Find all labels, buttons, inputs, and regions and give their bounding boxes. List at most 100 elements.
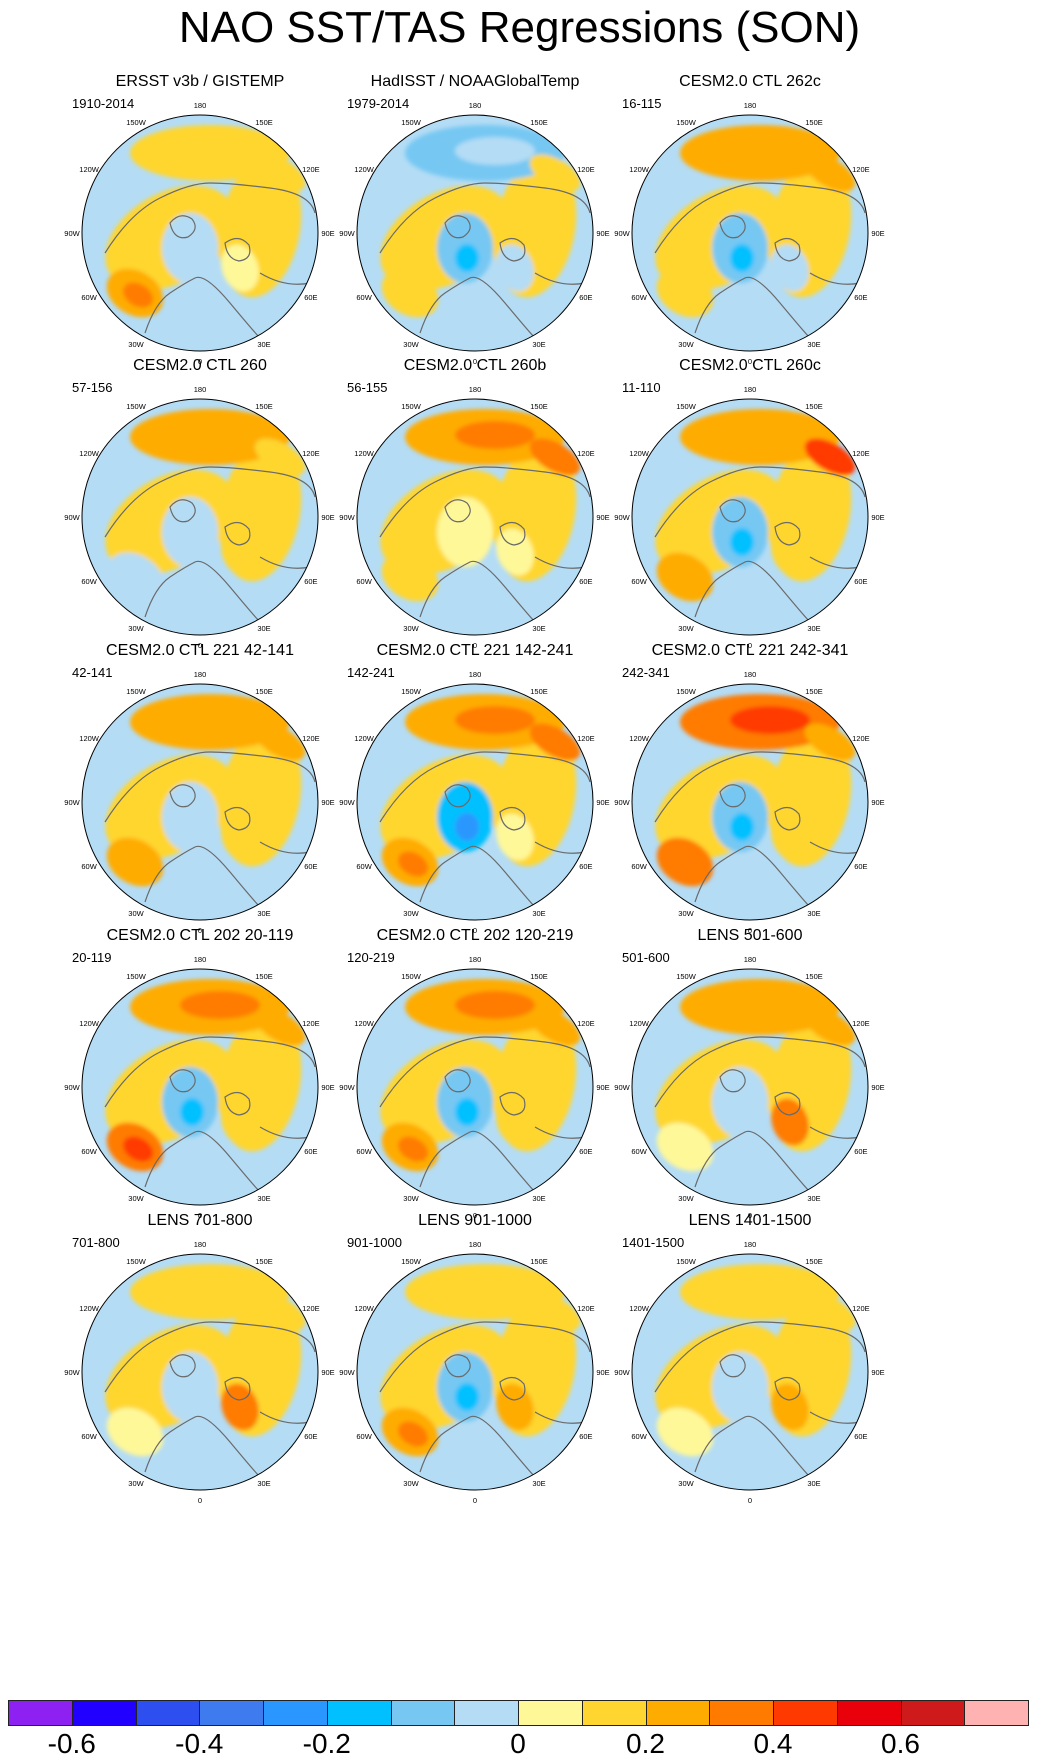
longitude-label: 30E <box>532 909 545 918</box>
coastline <box>104 182 316 254</box>
field-region-siberia <box>254 438 306 476</box>
longitude-label: 90E <box>596 229 609 238</box>
map-panel: CESM2.0 CTL 202 120-219 120-219 180 150E 120… <box>325 926 625 1226</box>
longitude-label: 120E <box>577 1019 595 1028</box>
longitude-label: 0 <box>748 1496 752 1505</box>
coastline <box>169 1069 196 1093</box>
longitude-label: 150E <box>805 687 823 696</box>
longitude-label: 150W <box>401 402 422 411</box>
longitude-label: 120W <box>79 165 100 174</box>
longitude-label: 30W <box>128 624 144 633</box>
panel-period: 120-219 <box>347 950 395 965</box>
colorbar-swatch <box>581 1700 647 1726</box>
map-panel: CESM2.0 CTL 260c 11-110 180 150E 120E 90E 60E 3… <box>600 356 900 656</box>
panel-period: 1401-1500 <box>622 1235 685 1250</box>
map-panel: CESM2.0 CTL 262c 16-115 180 150E 120E 90E 60E 3… <box>600 72 900 372</box>
longitude-label: 180 <box>194 670 207 679</box>
longitude-label: 60W <box>631 1432 647 1441</box>
longitude-label: 150E <box>530 402 548 411</box>
longitude-label: 0 <box>748 641 752 650</box>
panel-period: 701-800 <box>72 1235 120 1250</box>
longitude-label: 180 <box>194 101 207 110</box>
longitude-label: 60E <box>854 1432 867 1441</box>
longitude-label: 150W <box>126 402 147 411</box>
longitude-label: 30E <box>807 909 820 918</box>
colorbar-tick-label: 0 <box>510 1728 526 1759</box>
longitude-label: 90E <box>871 229 884 238</box>
longitude-label: 60W <box>81 1147 97 1156</box>
polar-map: 180 150E 120E 90E 60E 30E 0 30W 60W 90W 120W 150W <box>339 670 609 935</box>
polar-map: 180 150E 120E 90E 60E 30E 0 30W 60W 90W 120W 150W <box>614 955 884 1220</box>
longitude-label: 120E <box>302 165 320 174</box>
field-region-north-pacific <box>130 694 290 750</box>
longitude-label: 60W <box>81 1432 97 1441</box>
coastline <box>169 215 196 239</box>
longitude-label: 30W <box>678 1479 694 1488</box>
longitude-label: 90E <box>321 229 334 238</box>
panel-title: LENS 501-600 <box>697 927 803 944</box>
polar-map: 180 150E 120E 90E 60E 30E 0 30W 60W 90W 120W 150W <box>614 101 884 366</box>
longitude-label: 30W <box>128 1479 144 1488</box>
longitude-label: 150W <box>126 972 147 981</box>
longitude-label: 30W <box>403 624 419 633</box>
longitude-label: 90W <box>614 513 630 522</box>
longitude-label: 30W <box>678 1194 694 1203</box>
coastline <box>379 182 591 254</box>
field-region-siberia <box>529 1008 581 1046</box>
longitude-label: 90E <box>321 1368 334 1377</box>
longitude-label: 60E <box>579 1147 592 1156</box>
coastline <box>224 806 251 831</box>
field-region-arctic-core <box>455 244 479 272</box>
polar-map: 180 150E 120E 90E 60E 30E 0 30W 60W 90W 120W 150W <box>614 385 884 650</box>
field-region-north-pacific <box>680 409 840 465</box>
longitude-label: 120W <box>629 449 650 458</box>
map-panel: LENS 901-1000 901-1000 180 150E 120E 90E 60E 30… <box>325 1211 625 1511</box>
longitude-label: 60W <box>631 862 647 871</box>
coastline <box>499 1091 526 1116</box>
panel-title: CESM2.0 CTL 260c <box>679 357 821 374</box>
coastline <box>444 1354 471 1378</box>
longitude-label: 120W <box>354 1304 375 1313</box>
coastline <box>719 784 746 808</box>
page-title: NAO SST/TAS Regressions (SON) <box>178 3 861 52</box>
map-boundary <box>81 398 319 636</box>
field-region-siberia <box>254 1008 306 1046</box>
longitude-label: 150E <box>530 687 548 696</box>
coastline <box>809 1411 861 1424</box>
longitude-label: 60E <box>304 862 317 871</box>
coastline <box>774 1091 801 1116</box>
field-region-arctic-core <box>455 1098 479 1126</box>
longitude-label: 90W <box>614 798 630 807</box>
longitude-label: 60E <box>854 1147 867 1156</box>
longitude-label: 180 <box>194 385 207 394</box>
longitude-label: 60W <box>356 1147 372 1156</box>
field-region-siberia <box>529 723 581 761</box>
longitude-label: 30E <box>532 340 545 349</box>
coastline <box>144 1415 261 1478</box>
panel-title: LENS 1401-1500 <box>688 1212 812 1229</box>
colorbar-tick-label: -0.4 <box>175 1728 224 1759</box>
longitude-label: 150W <box>126 1257 147 1266</box>
longitude-label: 30E <box>532 1479 545 1488</box>
colorbar-swatch <box>518 1700 583 1726</box>
longitude-label: 60W <box>631 577 647 586</box>
polar-map: 180 150E 120E 90E 60E 30E 0 30W 60W 90W 120W 150W <box>64 955 334 1220</box>
coastline <box>224 1091 251 1116</box>
field-region-siberia <box>804 1008 856 1046</box>
colorbar-swatch <box>71 1700 137 1726</box>
field-region-arctic-core <box>455 813 479 841</box>
longitude-label: 30W <box>678 909 694 918</box>
map-boundary <box>81 1253 319 1491</box>
longitude-label: 90W <box>339 229 355 238</box>
field-region-siberia <box>804 723 856 761</box>
coastline <box>694 845 811 908</box>
field-region-north-pacific-core <box>180 991 260 1019</box>
longitude-label: 0 <box>198 1496 202 1505</box>
longitude-label: 90E <box>871 1368 884 1377</box>
field-region-arctic-core <box>455 1383 479 1411</box>
longitude-label: 120E <box>577 1304 595 1313</box>
panel-title: ERSST v3b / GISTEMP <box>115 73 285 90</box>
map-boundary <box>356 114 594 352</box>
field-region-north-pacific <box>130 409 290 465</box>
coastline <box>379 751 591 823</box>
